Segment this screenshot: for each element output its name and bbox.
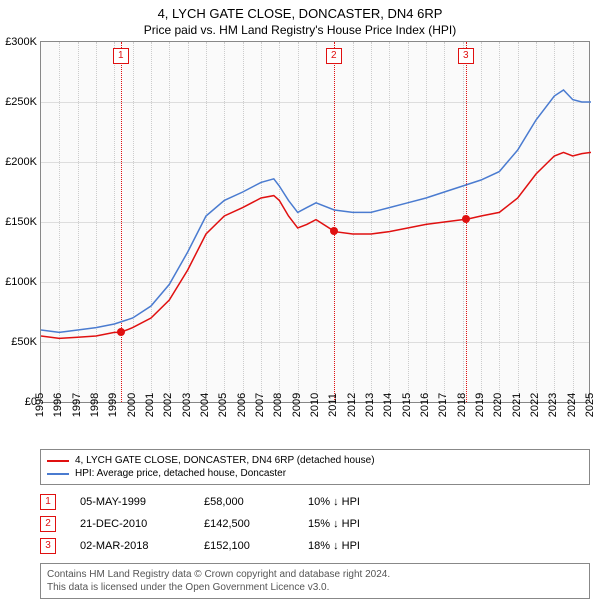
x-axis-label: 2009 xyxy=(291,393,303,417)
x-axis-label: 2008 xyxy=(272,393,284,417)
legend-swatch xyxy=(47,460,69,462)
sale-number: 2 xyxy=(40,516,56,532)
legend-swatch xyxy=(47,473,69,475)
x-axis-label: 2013 xyxy=(364,393,376,417)
attribution-line-2: This data is licensed under the Open Gov… xyxy=(47,581,583,594)
x-axis-label: 2000 xyxy=(126,393,138,417)
sale-date: 05-MAY-1999 xyxy=(80,496,180,508)
x-axis-label: 2011 xyxy=(327,393,339,417)
legend-row: HPI: Average price, detached house, Donc… xyxy=(47,467,583,480)
y-axis-label: £300K xyxy=(5,36,37,48)
legend: 4, LYCH GATE CLOSE, DONCASTER, DN4 6RP (… xyxy=(40,449,590,485)
sale-price: £152,100 xyxy=(204,540,284,552)
x-axis-label: 2003 xyxy=(181,393,193,417)
x-axis-label: 2023 xyxy=(547,393,559,417)
sale-number: 1 xyxy=(40,494,56,510)
x-axis-label: 2002 xyxy=(162,393,174,417)
x-axis-label: 2001 xyxy=(144,393,156,417)
sale-price: £142,500 xyxy=(204,518,284,530)
chart-subtitle: Price paid vs. HM Land Registry's House … xyxy=(0,21,600,41)
series-price_paid xyxy=(41,152,591,338)
sale-diff: 10% ↓ HPI xyxy=(308,496,360,508)
x-axis-label: 1997 xyxy=(71,393,83,417)
x-axis-label: 2018 xyxy=(456,393,468,417)
x-axis-label: 1998 xyxy=(89,393,101,417)
chart-svg xyxy=(41,42,591,402)
x-axis-label: 2004 xyxy=(199,393,211,417)
attribution: Contains HM Land Registry data © Crown c… xyxy=(40,563,590,599)
sales-table: 1 05-MAY-1999 £58,000 10% ↓ HPI 2 21-DEC-2010… xyxy=(40,491,590,557)
sale-row: 3 02-MAR-2018 £152,100 18% ↓ HPI xyxy=(40,535,590,557)
chart-area: £0£50K£100K£150K£200K£250K£300K123 xyxy=(40,41,590,403)
x-axis-label: 2005 xyxy=(217,393,229,417)
x-axis-label: 2019 xyxy=(474,393,486,417)
sale-row: 1 05-MAY-1999 £58,000 10% ↓ HPI xyxy=(40,491,590,513)
x-axis-label: 2012 xyxy=(346,393,358,417)
x-axis-label: 2015 xyxy=(401,393,413,417)
x-axis-label: 2016 xyxy=(419,393,431,417)
y-axis-label: £100K xyxy=(5,276,37,288)
chart-title: 4, LYCH GATE CLOSE, DONCASTER, DN4 6RP xyxy=(0,0,600,21)
price-chart-container: 4, LYCH GATE CLOSE, DONCASTER, DN4 6RP P… xyxy=(0,0,600,590)
x-axis-label: 2025 xyxy=(584,393,596,417)
x-axis-label: 1995 xyxy=(34,393,46,417)
legend-label: HPI: Average price, detached house, Donc… xyxy=(75,468,286,479)
legend-label: 4, LYCH GATE CLOSE, DONCASTER, DN4 6RP (… xyxy=(75,455,375,466)
sale-price: £58,000 xyxy=(204,496,284,508)
y-axis-label: £150K xyxy=(5,216,37,228)
y-axis-label: £50K xyxy=(11,336,37,348)
y-axis-label: £200K xyxy=(5,156,37,168)
legend-row: 4, LYCH GATE CLOSE, DONCASTER, DN4 6RP (… xyxy=(47,454,583,467)
x-axis-label: 2010 xyxy=(309,393,321,417)
sale-date: 02-MAR-2018 xyxy=(80,540,180,552)
sale-diff: 15% ↓ HPI xyxy=(308,518,360,530)
x-axis-labels: 1995199619971998199920002001200220032004… xyxy=(40,403,590,443)
x-axis-label: 2006 xyxy=(236,393,248,417)
sale-date: 21-DEC-2010 xyxy=(80,518,180,530)
x-axis-label: 2024 xyxy=(566,393,578,417)
x-axis-label: 2022 xyxy=(529,393,541,417)
y-axis-label: £250K xyxy=(5,96,37,108)
attribution-line-1: Contains HM Land Registry data © Crown c… xyxy=(47,568,583,581)
sale-number: 3 xyxy=(40,538,56,554)
x-axis-label: 1999 xyxy=(107,393,119,417)
x-axis-label: 2017 xyxy=(437,393,449,417)
x-axis-label: 1996 xyxy=(52,393,64,417)
x-axis-label: 2021 xyxy=(511,393,523,417)
x-axis-label: 2007 xyxy=(254,393,266,417)
x-axis-label: 2014 xyxy=(382,393,394,417)
series-hpi xyxy=(41,90,591,332)
sale-diff: 18% ↓ HPI xyxy=(308,540,360,552)
x-axis-label: 2020 xyxy=(492,393,504,417)
sale-row: 2 21-DEC-2010 £142,500 15% ↓ HPI xyxy=(40,513,590,535)
